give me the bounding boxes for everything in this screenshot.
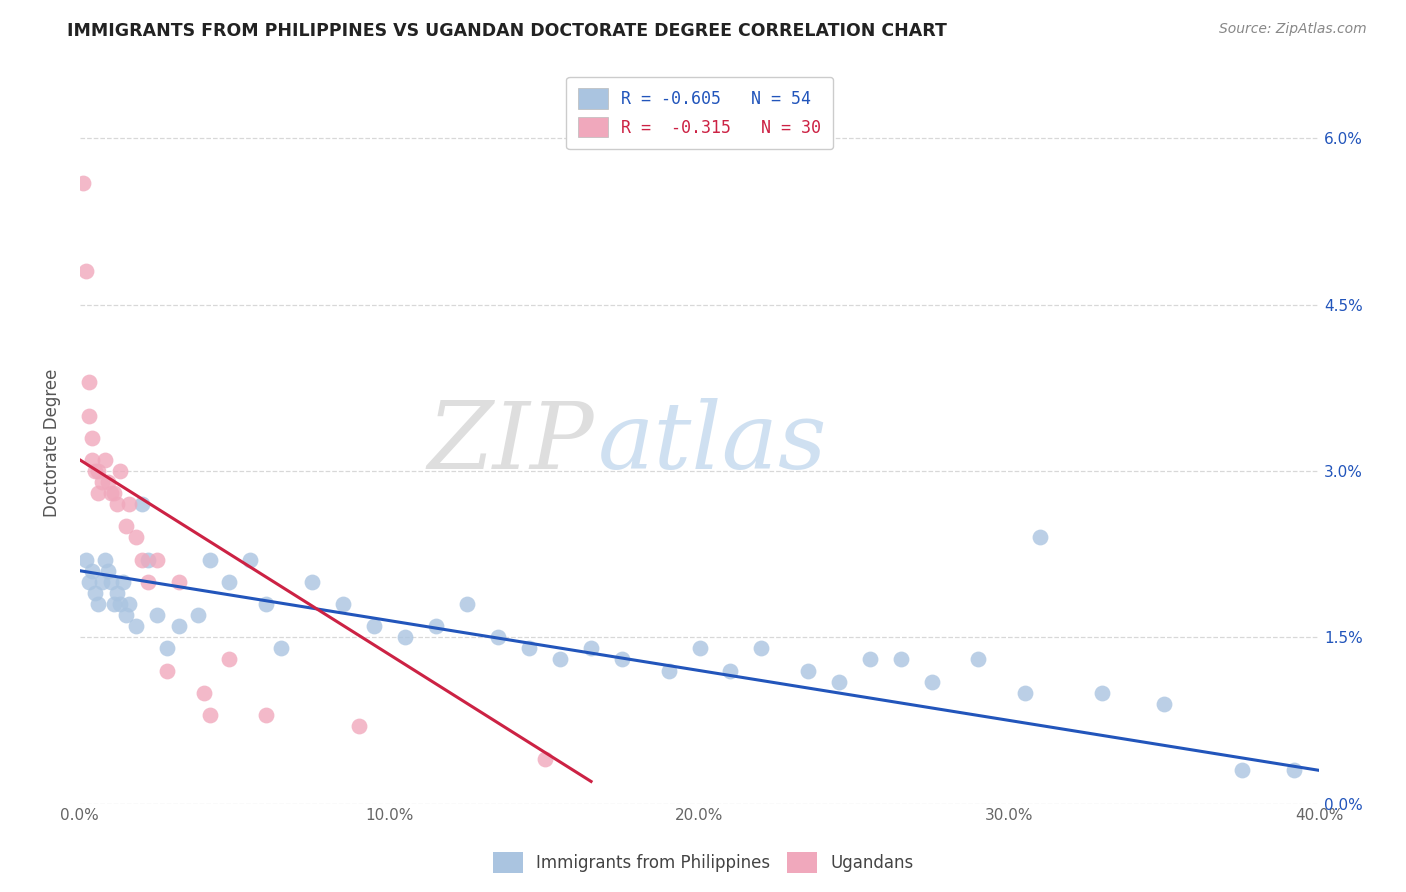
Point [254,707,277,722]
Point [533,752,555,766]
Point [579,641,602,656]
Point [131,497,153,511]
Point [72,176,94,190]
Point [87,464,110,478]
Legend: Immigrants from Philippines, Ugandans: Immigrants from Philippines, Ugandans [486,846,920,880]
Point [156,664,179,678]
Point [146,552,169,566]
Point [115,519,138,533]
Point [167,619,190,633]
Point [146,608,169,623]
Point [156,641,179,656]
Point [1153,697,1175,711]
Y-axis label: Doctorate Degree: Doctorate Degree [44,369,60,517]
Point [187,608,209,623]
Point [84,464,107,478]
Point [254,597,277,611]
Point [218,574,240,589]
Point [486,630,509,644]
Point [198,552,221,566]
Point [828,674,851,689]
Point [100,486,122,500]
Point [108,464,131,478]
Point [1230,764,1253,778]
Point [689,641,711,656]
Text: atlas: atlas [598,398,827,488]
Point [239,552,262,566]
Point [75,552,97,566]
Point [82,453,104,467]
Point [90,574,112,589]
Text: Source: ZipAtlas.com: Source: ZipAtlas.com [1219,22,1367,37]
Point [105,497,128,511]
Point [87,597,110,611]
Point [75,264,97,278]
Point [394,630,416,644]
Point [136,552,159,566]
Point [82,431,104,445]
Point [517,641,540,656]
Point [720,664,742,678]
Point [198,707,221,722]
Point [1014,686,1036,700]
Point [77,409,100,423]
Point [456,597,478,611]
Point [425,619,447,633]
Point [112,574,135,589]
Text: ZIP: ZIP [427,398,595,488]
Point [193,686,215,700]
Point [124,531,146,545]
Point [610,652,633,666]
Point [115,608,138,623]
Point [301,574,323,589]
Point [657,664,679,678]
Point [84,586,107,600]
Point [93,552,115,566]
Point [921,674,943,689]
Point [82,564,104,578]
Point [1284,764,1306,778]
Point [105,586,128,600]
Point [108,597,131,611]
Point [859,652,882,666]
Point [332,597,354,611]
Point [77,574,100,589]
Legend: R = -0.605   N = 54, R =  -0.315   N = 30: R = -0.605 N = 54, R = -0.315 N = 30 [567,77,832,149]
Point [131,552,153,566]
Point [548,652,571,666]
Point [797,664,820,678]
Point [363,619,385,633]
Point [1029,531,1052,545]
Text: IMMIGRANTS FROM PHILIPPINES VS UGANDAN DOCTORATE DEGREE CORRELATION CHART: IMMIGRANTS FROM PHILIPPINES VS UGANDAN D… [67,22,948,40]
Point [1091,686,1114,700]
Point [100,574,122,589]
Point [118,597,141,611]
Point [890,652,912,666]
Point [103,597,125,611]
Point [347,719,370,733]
Point [218,652,240,666]
Point [136,574,159,589]
Point [103,486,125,500]
Point [93,453,115,467]
Point [90,475,112,489]
Point [97,475,120,489]
Point [270,641,292,656]
Point [77,376,100,390]
Point [124,619,146,633]
Point [167,574,190,589]
Point [751,641,773,656]
Point [87,486,110,500]
Point [967,652,990,666]
Point [97,564,120,578]
Point [118,497,141,511]
